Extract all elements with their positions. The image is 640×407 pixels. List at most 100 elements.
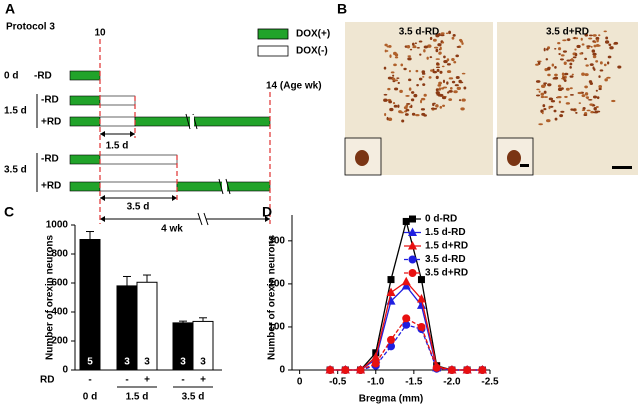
cell xyxy=(538,90,541,93)
cell xyxy=(428,76,432,79)
cell xyxy=(394,87,399,91)
cell xyxy=(581,72,585,76)
cell xyxy=(438,87,442,91)
cell xyxy=(593,107,597,111)
cell xyxy=(599,61,603,65)
cell xyxy=(536,88,540,91)
cell xyxy=(411,112,416,116)
cell xyxy=(535,94,541,97)
cell xyxy=(598,87,602,91)
cell xyxy=(386,116,389,121)
cell xyxy=(569,87,573,90)
n-label: 3 xyxy=(180,357,186,368)
x-tick-label: -1.0 xyxy=(367,377,385,388)
cell xyxy=(607,55,612,59)
cell xyxy=(557,41,561,45)
cell xyxy=(562,77,566,79)
cell xyxy=(580,37,583,41)
cell xyxy=(441,96,447,100)
cell xyxy=(446,70,452,74)
cell xyxy=(584,85,588,89)
cell xyxy=(572,56,577,59)
cell xyxy=(543,90,547,94)
group-label: 3.5 d xyxy=(4,165,27,176)
inset-cell xyxy=(507,150,521,166)
cell xyxy=(592,66,595,70)
marker xyxy=(371,352,381,361)
cell xyxy=(405,108,410,112)
dox-bar xyxy=(69,95,101,106)
cell xyxy=(391,77,396,81)
cell xyxy=(586,45,591,48)
cell xyxy=(611,99,616,103)
cell xyxy=(461,42,464,45)
cell xyxy=(604,78,608,82)
cell xyxy=(387,76,393,80)
cell xyxy=(543,47,546,52)
cell xyxy=(406,45,411,49)
cell xyxy=(429,56,433,59)
panel-a: A Protocol 3 10 14 (Age wk) DOX(+) DOX(-… xyxy=(4,1,330,235)
inset-cell xyxy=(355,150,369,166)
cell xyxy=(547,83,552,87)
bar xyxy=(79,239,101,371)
span-label: 4 wk xyxy=(161,224,183,235)
cell xyxy=(443,55,446,59)
cell xyxy=(547,73,551,77)
cell xyxy=(564,95,568,98)
cell xyxy=(394,53,399,57)
cell xyxy=(613,41,619,45)
marker xyxy=(417,322,426,331)
panel-b: B 3.5 d-RD 3.5 d+RD xyxy=(337,1,638,176)
cell xyxy=(396,77,400,80)
cell xyxy=(452,33,456,37)
panel-c: C 0 200 400 600 800 1000 Number of orexin neur… xyxy=(4,204,222,403)
cell xyxy=(384,43,388,47)
legend-label: 1.5 d+RD xyxy=(425,241,468,252)
time-markers xyxy=(99,39,271,224)
y-axis-title: Number of orexin neurons xyxy=(267,235,278,360)
cell xyxy=(595,89,598,92)
cell xyxy=(440,32,445,35)
cell xyxy=(438,81,442,85)
row-label: +RD xyxy=(41,117,61,128)
cell xyxy=(411,42,415,46)
cell xyxy=(592,55,597,59)
legend-label: 0 d-RD xyxy=(425,214,457,225)
marker xyxy=(447,366,456,374)
cell xyxy=(459,81,464,84)
cell xyxy=(565,102,571,105)
y-tick-label: 200 xyxy=(268,279,285,290)
cell xyxy=(438,52,441,55)
cell xyxy=(558,52,561,56)
cell xyxy=(606,76,611,79)
cell xyxy=(564,72,569,76)
cell xyxy=(461,98,466,102)
y-tick-label: 800 xyxy=(51,249,68,260)
row-label: -RD xyxy=(41,154,59,165)
cell xyxy=(408,78,412,82)
cell xyxy=(437,83,442,87)
cell xyxy=(383,66,387,70)
image-title: 3.5 d+RD xyxy=(546,27,589,38)
cell xyxy=(413,93,418,98)
panel-label: D xyxy=(262,204,272,220)
cell xyxy=(560,54,565,57)
y-tick-label: 1000 xyxy=(46,220,69,231)
marker xyxy=(387,342,395,351)
y-tick-label: 600 xyxy=(51,278,68,289)
cell xyxy=(566,38,571,42)
cell xyxy=(455,54,459,58)
cell xyxy=(588,34,593,37)
cell xyxy=(408,87,412,91)
cell xyxy=(398,110,402,114)
cell xyxy=(435,91,440,95)
dox-bar xyxy=(134,116,271,127)
cell xyxy=(392,74,395,77)
panel-label: A xyxy=(5,1,15,17)
cell xyxy=(420,108,426,111)
cell xyxy=(546,48,549,51)
legend-marker xyxy=(408,255,417,264)
cell xyxy=(594,110,599,114)
